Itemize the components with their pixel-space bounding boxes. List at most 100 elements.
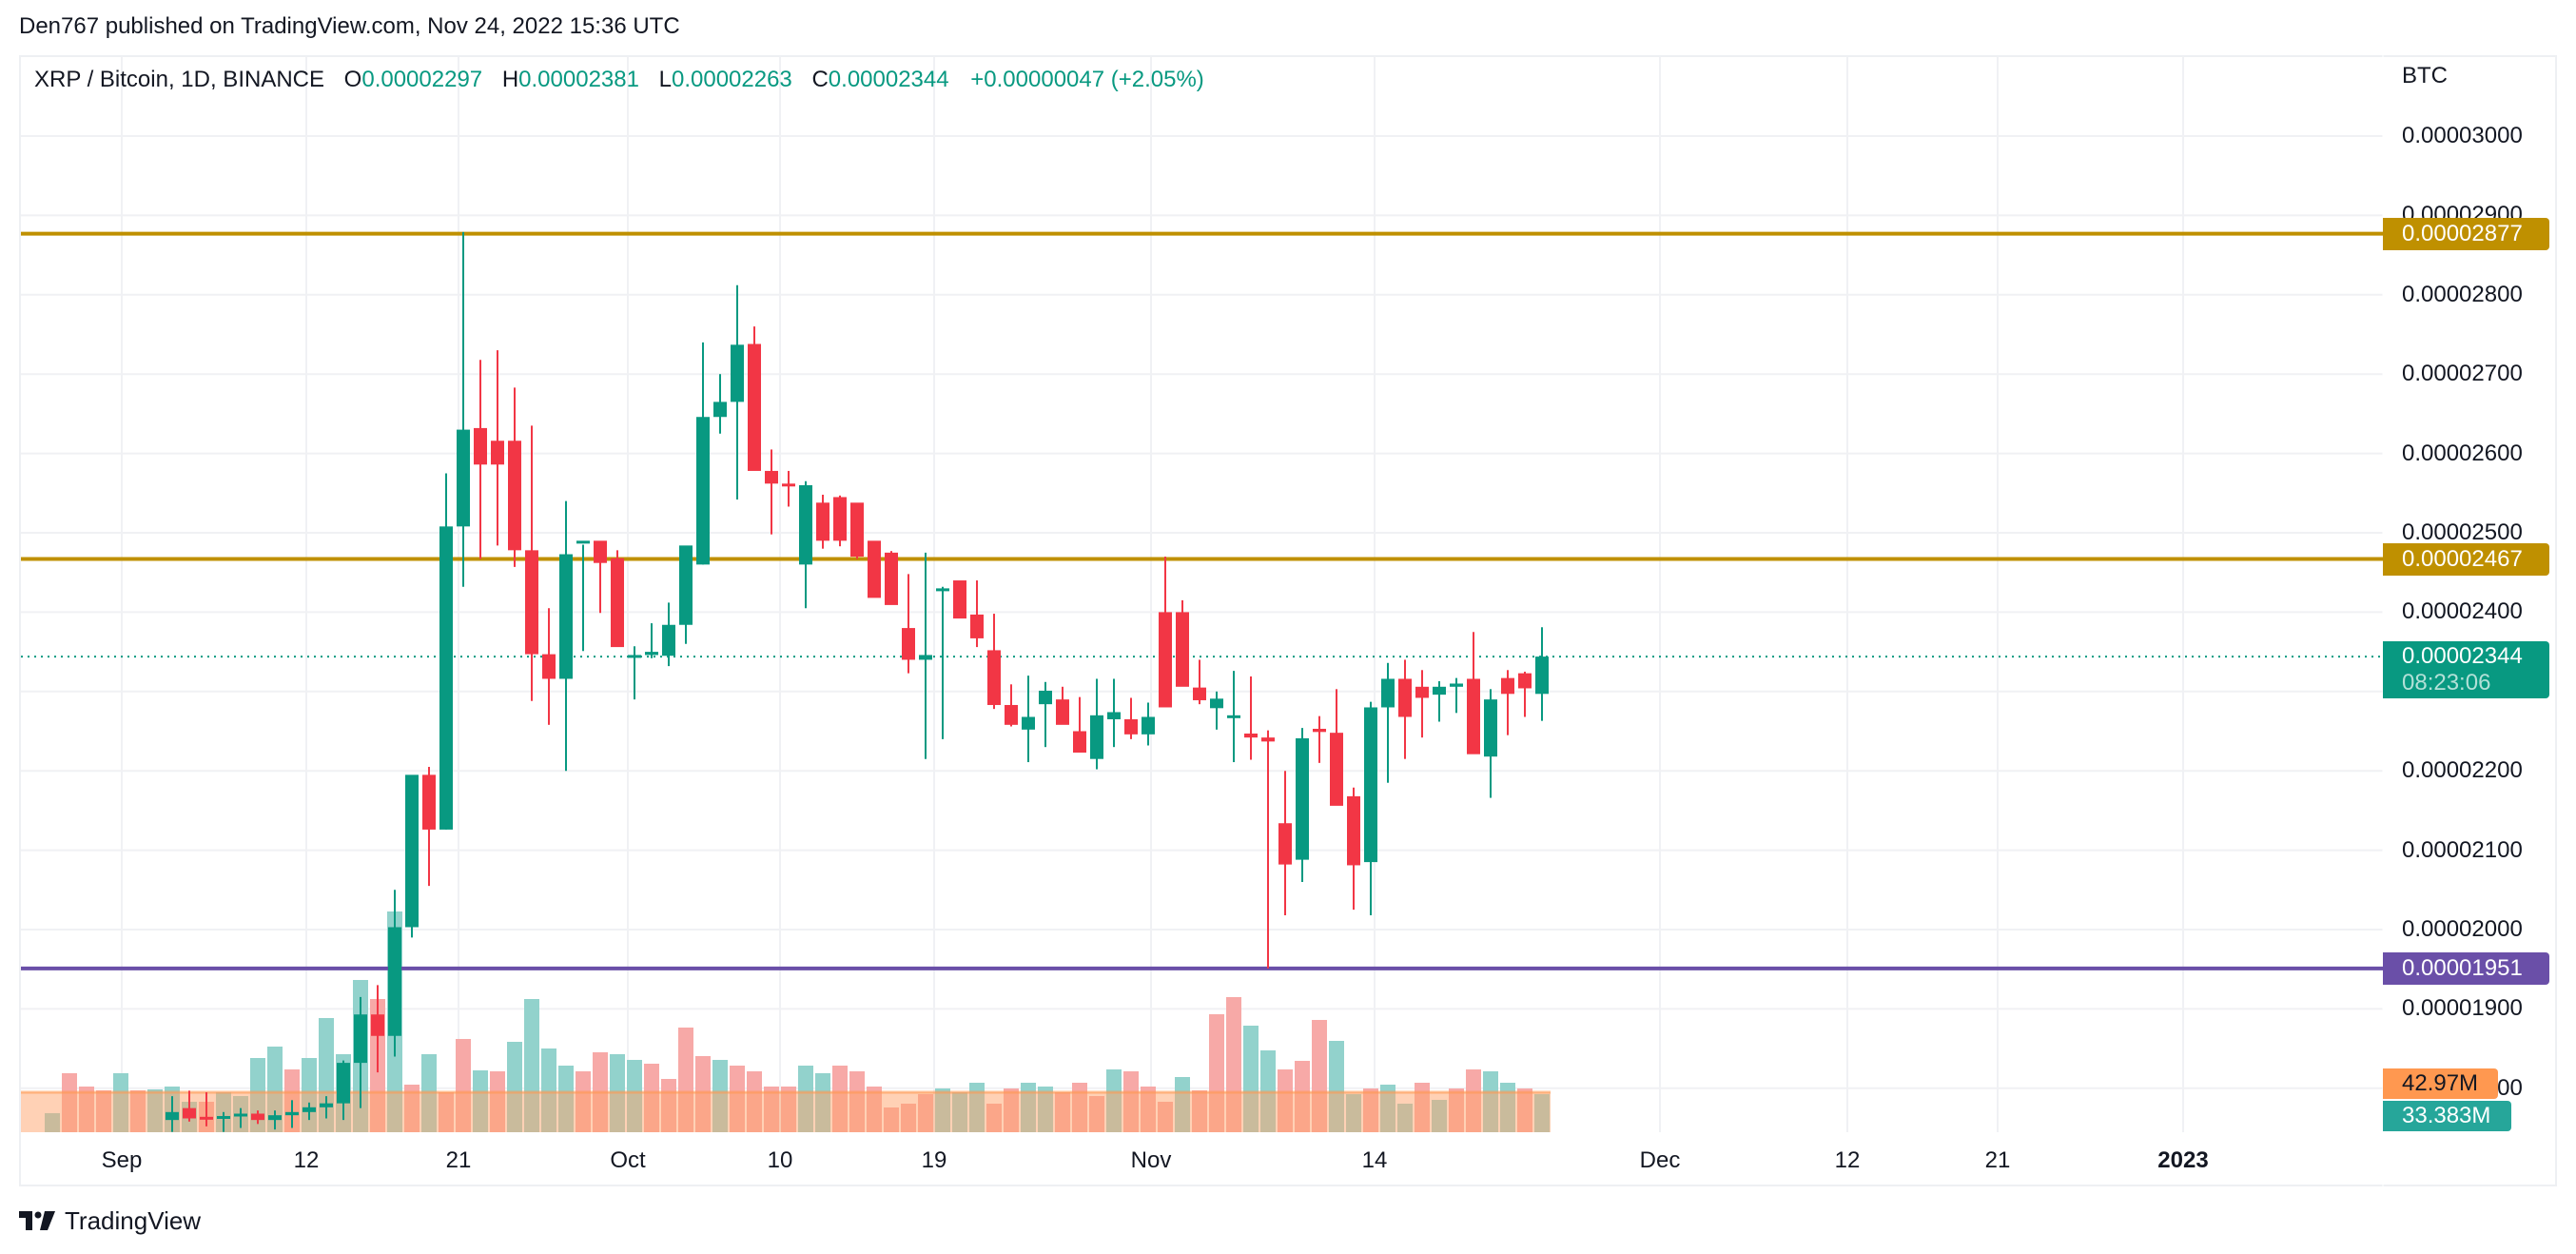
candle-body [1535, 656, 1549, 695]
candle-body [422, 774, 436, 830]
candle-body [1090, 715, 1103, 759]
candle-body [1313, 728, 1326, 733]
candle-body [508, 441, 521, 551]
candle-body [405, 774, 419, 928]
open-label: O [343, 67, 362, 92]
candle-body [268, 1115, 282, 1121]
volume-label: 33.383M [2383, 1101, 2511, 1131]
candle-body [662, 624, 675, 656]
candle-body [542, 654, 556, 679]
candle-body [1347, 795, 1360, 866]
time-tick: 19 [921, 1147, 947, 1173]
brand-name: TradingView [65, 1206, 202, 1235]
open-value: 0.00002297 [361, 67, 483, 92]
publish-info: Den767 published on TradingView.com, Nov… [19, 13, 680, 39]
change-value: +0.00000047 (+2.05%) [970, 67, 1204, 92]
price-tick: 0.00002400 [2402, 598, 2523, 625]
candle-body [748, 343, 761, 471]
volume-ma-label: 42.97M [2383, 1068, 2498, 1099]
candle-body [1210, 698, 1223, 709]
low-value: 0.00002263 [671, 67, 792, 92]
candle-body [1193, 687, 1206, 700]
price-tick: 0.00002600 [2402, 440, 2523, 466]
candle-body [679, 545, 693, 625]
candle-body [953, 580, 966, 619]
candle-body [1433, 686, 1446, 696]
candle-body [354, 1014, 367, 1064]
price-axis-currency: BTC [2402, 63, 2448, 88]
candle-body [1261, 737, 1275, 742]
candle-body [885, 552, 898, 605]
candle-body [970, 614, 984, 638]
time-tick: 21 [445, 1147, 472, 1173]
candle-body [1398, 678, 1412, 717]
candle-body [919, 655, 932, 660]
candle-body [1296, 738, 1309, 860]
candle-body [765, 470, 778, 484]
time-tick: 14 [1361, 1147, 1388, 1173]
candle-body [611, 558, 624, 648]
candle-body [525, 550, 538, 655]
price-tick: 0.00002000 [2402, 916, 2523, 942]
candle-body [285, 1111, 299, 1116]
candle-body [559, 554, 573, 679]
candle-body [1415, 686, 1429, 698]
candle-body [713, 402, 727, 418]
price-tick: 0.00003000 [2402, 123, 2523, 148]
candle-body [251, 1113, 264, 1121]
candle-body [1176, 612, 1189, 687]
time-tick: Oct [610, 1147, 646, 1173]
candle-body [1501, 677, 1514, 695]
high-value: 0.00002381 [518, 67, 639, 92]
tradingview-brand: TradingView [19, 1206, 201, 1236]
candle-body [868, 540, 881, 598]
chart-frame [19, 55, 2557, 1186]
candle-body [1073, 731, 1086, 754]
candle-body [576, 540, 590, 544]
low-label: L [658, 67, 672, 92]
candle-body [439, 526, 453, 830]
candle-body [200, 1116, 213, 1120]
candle-body [1056, 699, 1069, 725]
high-label: H [501, 67, 519, 92]
candle-body [1484, 699, 1497, 757]
candle-body [816, 502, 829, 541]
candle-body [217, 1115, 230, 1119]
candle-body [1467, 678, 1480, 754]
candle-body [302, 1107, 316, 1112]
time-tick: 12 [293, 1147, 320, 1173]
candle-body [1278, 823, 1292, 865]
candle-body [1039, 690, 1052, 705]
candle-body [474, 427, 487, 465]
candle-body [1518, 673, 1532, 689]
time-tick: 21 [1984, 1147, 2011, 1173]
close-value: 0.00002344 [828, 67, 949, 92]
candle-body [1364, 707, 1377, 863]
candle-body [234, 1113, 247, 1117]
symbol-name[interactable]: XRP / Bitcoin, 1D, BINANCE [34, 67, 324, 92]
time-tick: 2023 [2157, 1147, 2209, 1173]
resistance-mid-label: 0.00002467 [2383, 542, 2549, 576]
bar-countdown: 08:23:06 [2402, 670, 2491, 696]
candle-body [1381, 678, 1395, 708]
candle-body [183, 1107, 196, 1119]
candle-body [1159, 612, 1172, 708]
candle-body [1022, 716, 1035, 730]
candle-body [1227, 715, 1240, 718]
time-tick: Sep [101, 1147, 143, 1173]
close-label: C [811, 67, 829, 92]
candle-body [457, 429, 470, 527]
candle-body [491, 441, 504, 465]
candle-body [833, 497, 847, 541]
volume-ma-area [21, 1092, 1551, 1132]
candle-body [902, 628, 915, 660]
candle-body [388, 927, 401, 1036]
candle-body [594, 540, 607, 563]
support-label: 0.00001951 [2383, 951, 2549, 985]
candle-body [987, 650, 1001, 705]
candle-body [799, 484, 812, 565]
price-tick: 0.00002200 [2402, 757, 2523, 784]
time-tick: 12 [1834, 1147, 1861, 1173]
time-tick: Dec [1639, 1147, 1681, 1173]
